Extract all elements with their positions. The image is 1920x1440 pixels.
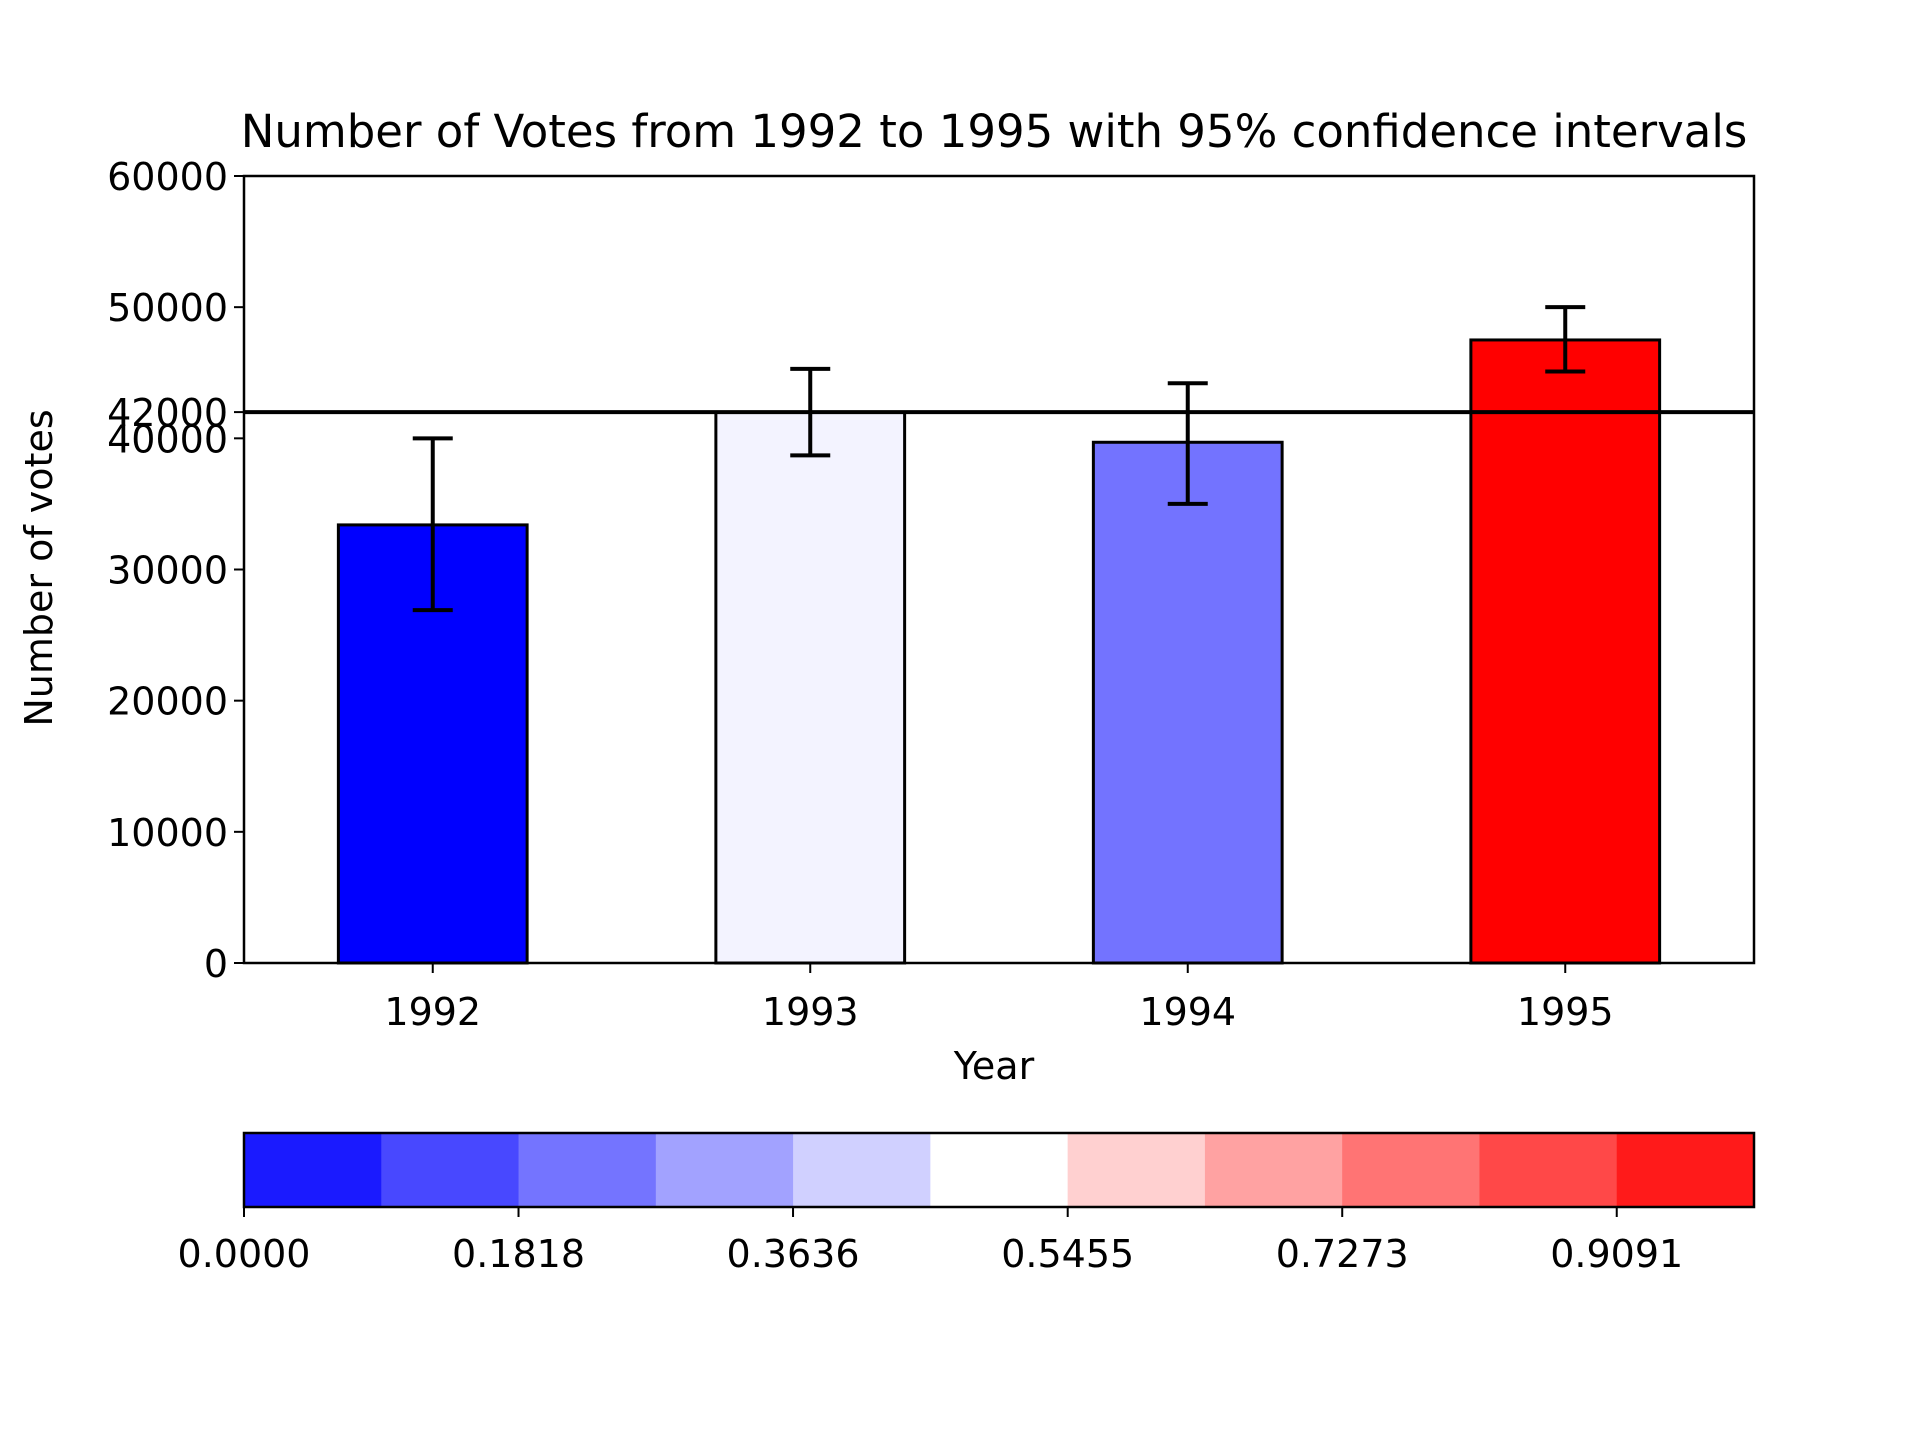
chart-title: Number of Votes from 1992 to 1995 with 9…: [241, 105, 1748, 158]
colorbar-segment: [1479, 1133, 1618, 1207]
colorbar-tick-label: 0.3636: [727, 1232, 860, 1276]
x-tick-label: 1995: [1517, 990, 1614, 1034]
x-axis-label: Year: [953, 1044, 1035, 1088]
colorbar: 0.0000 0.1818 0.3636 0.5455 0.7273 0.9091: [178, 1131, 1756, 1276]
y-tick-label: 0: [204, 942, 228, 986]
y-tick-label: 10000: [107, 811, 228, 855]
colorbar-segment: [1342, 1133, 1480, 1207]
reference-line-label: 42000: [107, 391, 228, 435]
colorbar-tick-label: 0.1818: [452, 1232, 585, 1276]
bar-1995: [1469, 338, 1662, 965]
y-axis-label: Number of votes: [17, 409, 61, 726]
colorbar-tick-label: 0.9091: [1550, 1232, 1683, 1276]
colorbar-segment: [1204, 1133, 1343, 1207]
colorbar-tick-label: 0.7273: [1276, 1232, 1409, 1276]
x-tick-label: 1993: [762, 990, 859, 1034]
colorbar-segment: [381, 1133, 520, 1207]
y-tick-label: 30000: [107, 549, 228, 593]
x-tick-label: 1992: [384, 990, 481, 1034]
colorbar-segment: [655, 1133, 794, 1207]
y-tick-label: 40000: [107, 417, 228, 461]
error-bar-1994: [1167, 381, 1208, 506]
colorbar-segment: [518, 1133, 657, 1207]
plot-area: 0 10000 20000 30000 40000 50000 60000 42000 1992…: [107, 155, 1756, 1034]
y-tick-label: 60000: [107, 155, 228, 199]
y-tick-label: 20000: [107, 680, 228, 724]
error-bar-1995: [1545, 305, 1586, 374]
colorbar-segment: [244, 1133, 382, 1207]
colorbar-tick-label: 0.0000: [178, 1232, 311, 1276]
colorbar-segment: [793, 1133, 931, 1207]
colorbar-segment: [1067, 1133, 1206, 1207]
bar-1994: [1091, 440, 1284, 965]
colorbar-segment: [1616, 1133, 1755, 1207]
colorbar-segment: [930, 1133, 1069, 1207]
x-tick-label: 1994: [1139, 990, 1236, 1034]
error-bar-1992: [412, 436, 453, 613]
colorbar-tick-label: 0.5455: [1001, 1232, 1134, 1276]
colorbar-frame: [242, 1131, 1756, 1209]
bar-1993: [714, 410, 907, 965]
y-tick-label: 50000: [107, 286, 228, 330]
